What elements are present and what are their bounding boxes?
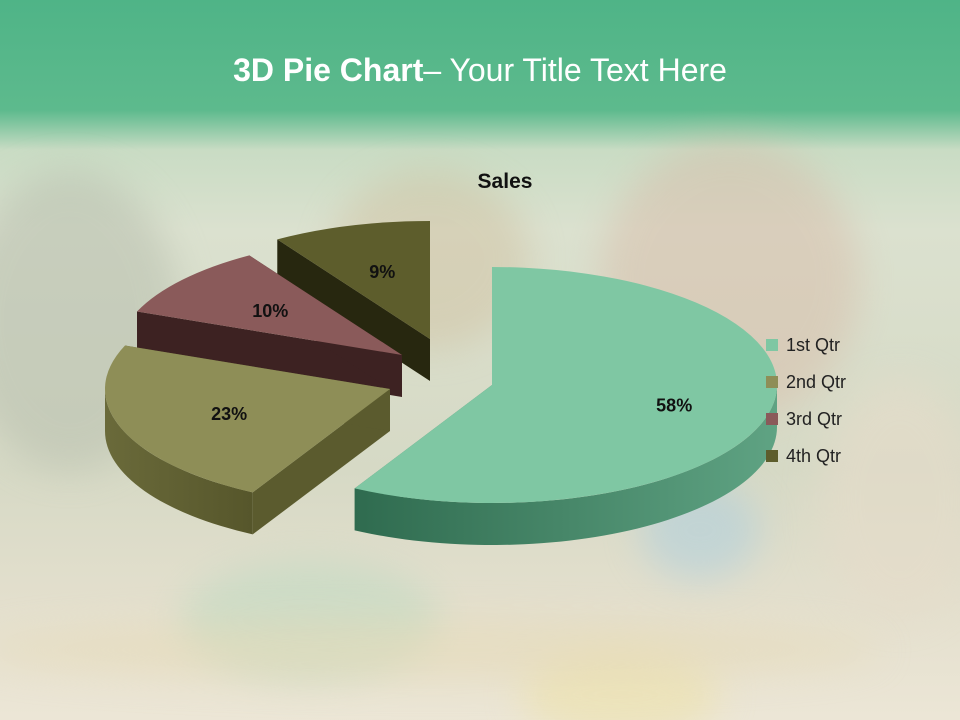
- pie-slice-side: [137, 311, 402, 397]
- legend-label: 1st Qtr: [786, 335, 840, 355]
- slide-title-rest: – Your Title Text Here: [423, 52, 727, 88]
- legend-label: 4th Qtr: [786, 446, 841, 466]
- chart-title: Sales: [478, 170, 533, 193]
- pie-slice-top: [277, 221, 430, 339]
- pie-slice-1: 58%: [354, 267, 777, 545]
- pie-slice-top: [137, 255, 402, 355]
- pie-slice-top: [354, 267, 777, 503]
- pie-slice-side: [277, 239, 430, 381]
- pie-slice-4: 9%: [277, 221, 430, 381]
- slide-title: 3D Pie Chart– Your Title Text Here: [0, 50, 960, 90]
- legend-item: 1st Qtr: [766, 335, 840, 355]
- background-photo-blur: [0, 620, 880, 680]
- pie-data-label: 9%: [369, 262, 395, 282]
- pie-slice-2: 23%: [105, 345, 390, 535]
- legend-item: 4th Qtr: [766, 446, 841, 466]
- legend-swatch: [766, 413, 778, 425]
- legend-swatch: [766, 450, 778, 462]
- pie-slice-top: [105, 345, 390, 493]
- legend-item: 3rd Qtr: [766, 409, 842, 429]
- slide-title-bold: 3D Pie Chart: [233, 52, 424, 88]
- pie-slice-wall: [354, 385, 777, 545]
- background-photo-blur: [820, 380, 960, 620]
- legend-swatch: [766, 376, 778, 388]
- pie-slices: 9% 10% 23% 58%: [105, 221, 777, 545]
- pie-data-label: 58%: [656, 395, 692, 415]
- legend-label: 2nd Qtr: [786, 372, 846, 392]
- legend-label: 3rd Qtr: [786, 409, 842, 429]
- chart-legend: 1st Qtr 2nd Qtr 3rd Qtr 4th Qtr: [766, 335, 846, 466]
- legend-item: 2nd Qtr: [766, 372, 846, 392]
- pie-data-label: 23%: [211, 404, 247, 424]
- pie-slice-wall: [105, 389, 253, 535]
- legend-swatch: [766, 339, 778, 351]
- pie-slice-3: 10%: [137, 255, 402, 397]
- pie-data-label: 10%: [252, 301, 288, 321]
